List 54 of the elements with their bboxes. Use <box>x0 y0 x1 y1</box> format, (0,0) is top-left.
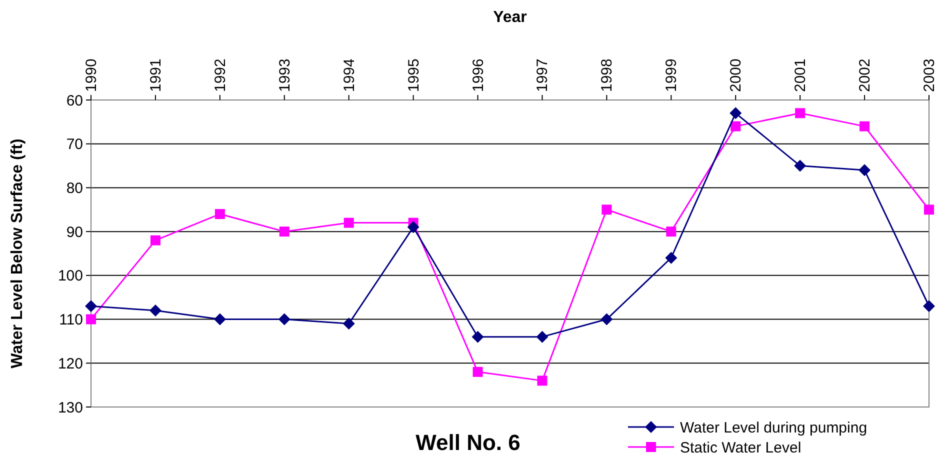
y-tick-label: 60 <box>66 92 83 110</box>
point <box>472 366 483 377</box>
point <box>795 108 806 118</box>
x-tick-label: 1995 <box>405 58 422 92</box>
legend-label: Static Water Level <box>680 439 802 456</box>
point <box>342 318 355 330</box>
point <box>407 221 420 234</box>
x-axis-title: Year <box>493 9 527 26</box>
point <box>794 160 806 172</box>
point <box>344 218 354 228</box>
x-tick-label: 2002 <box>856 58 874 92</box>
point <box>86 314 96 324</box>
y-tick-label: 120 <box>58 355 83 372</box>
point <box>924 204 934 215</box>
x-tick-label: 2000 <box>728 58 745 92</box>
point <box>858 164 871 176</box>
point <box>472 330 484 343</box>
x-tick-label: 2003 <box>921 58 938 92</box>
point <box>279 226 290 237</box>
x-tick-label: 1993 <box>276 58 294 92</box>
x-tick-label: 1998 <box>598 58 616 92</box>
y-tick-label: 110 <box>59 312 83 329</box>
y-tick-label: 100 <box>58 268 83 285</box>
point <box>665 252 678 264</box>
point <box>536 330 548 343</box>
point <box>150 235 160 246</box>
point <box>537 376 548 386</box>
y-tick-label: 70 <box>66 136 83 154</box>
point <box>214 313 226 326</box>
y-axis-title: Water Level Below Surface (ft) <box>9 138 26 368</box>
point <box>85 300 97 312</box>
x-tick-label: 1994 <box>340 58 358 92</box>
legend-label: Water Level during pumping <box>680 419 868 436</box>
y-tick-label: 130 <box>58 399 83 416</box>
point <box>666 226 676 237</box>
x-tick-label: 1990 <box>83 58 100 92</box>
x-tick-label: 1999 <box>663 58 680 92</box>
x-tick-label: 1997 <box>534 58 552 92</box>
x-tick-label: 1992 <box>212 58 229 92</box>
point <box>923 300 935 312</box>
point <box>149 304 162 317</box>
point <box>730 121 741 132</box>
point <box>730 107 742 120</box>
point <box>278 313 290 326</box>
point <box>860 121 870 132</box>
text: Well No. 6 <box>416 430 520 455</box>
x-tick-label: 1991 <box>147 58 164 92</box>
x-tick-label: 1996 <box>470 58 487 92</box>
point <box>214 209 225 220</box>
point <box>602 204 612 215</box>
point <box>600 313 613 326</box>
y-tick-label: 80 <box>66 180 83 197</box>
y-tick-label: 90 <box>66 224 83 241</box>
x-tick-label: 2001 <box>792 58 810 92</box>
